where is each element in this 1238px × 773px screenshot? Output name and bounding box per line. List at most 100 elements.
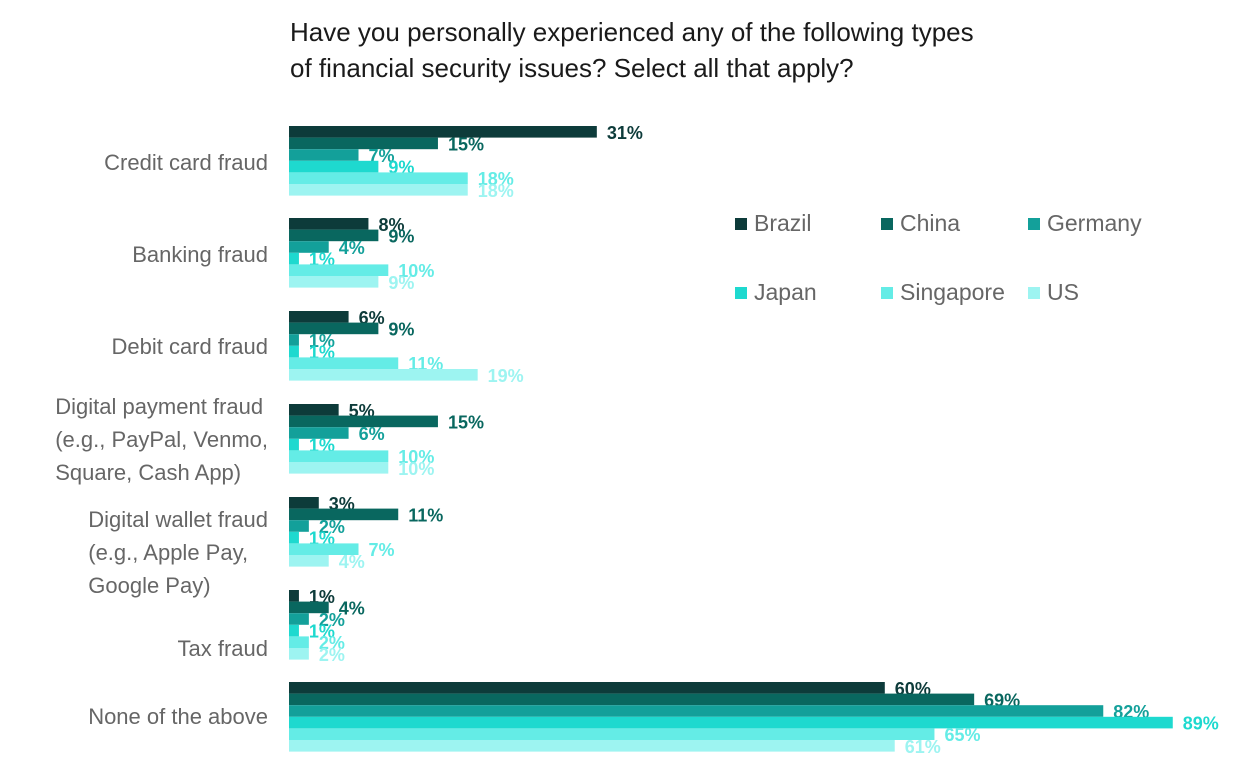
bar-brazil: [289, 682, 885, 694]
legend-swatch: [1028, 217, 1040, 230]
bar-china: [289, 137, 438, 150]
legend-item-germany: Germany: [1028, 210, 1142, 237]
legend-label: Japan: [754, 279, 817, 305]
legend-item-japan: Japan: [735, 279, 817, 306]
bar-us: [289, 276, 379, 288]
category-label-line: (e.g., PayPal, Venmo,: [55, 427, 268, 452]
bar-brazil: [289, 590, 299, 602]
bar-us: [289, 369, 478, 381]
data-label: 65%: [944, 725, 980, 745]
data-label: 2%: [319, 645, 345, 665]
data-label: 10%: [398, 459, 434, 479]
bar-germany: [289, 613, 309, 625]
legend-item-singapore: Singapore: [881, 279, 1005, 306]
category-label-line: Banking fraud: [132, 242, 268, 267]
category-label: Digital wallet fraud (e.g., Apple Pay, Goo…: [88, 503, 268, 602]
bar-us: [289, 184, 468, 196]
bar-us: [289, 740, 895, 752]
legend-swatch: [735, 217, 747, 230]
category-label: Credit card fraud: [104, 146, 268, 179]
bar-japan: [289, 252, 299, 265]
bar-japan: [289, 531, 299, 544]
bar-japan: [289, 438, 299, 451]
category-label-line: Google Pay): [88, 573, 211, 598]
data-label: 11%: [408, 505, 443, 525]
data-label: 9%: [388, 273, 414, 293]
category-label-line: Square, Cash App): [55, 460, 242, 485]
bar-singapore: [289, 450, 389, 462]
category-label-line: None of the above: [88, 704, 268, 729]
category-label-line: Credit card fraud: [104, 150, 268, 175]
data-label: 19%: [488, 366, 524, 386]
data-label: 9%: [388, 226, 414, 246]
chart-title-line: of financial security issues? Select all…: [290, 53, 854, 83]
bar-china: [289, 322, 379, 335]
bar-china: [289, 508, 399, 521]
category-label-line: Tax fraud: [177, 636, 269, 661]
bar-china: [289, 229, 379, 242]
bar-brazil: [289, 126, 597, 138]
bar-us: [289, 555, 329, 567]
category-label-line: Debit card fraud: [111, 334, 268, 359]
category-label-line: Digital wallet fraud: [88, 507, 268, 532]
bar-singapore: [289, 636, 309, 648]
data-label: 1%: [309, 622, 335, 642]
bar-singapore: [289, 172, 468, 184]
data-label: 15%: [448, 412, 484, 432]
data-label: 10%: [398, 261, 434, 281]
data-label: 4%: [339, 552, 365, 572]
data-label: 4%: [339, 598, 365, 618]
bar-japan: [289, 345, 299, 358]
legend-swatch: [735, 286, 747, 299]
legend-swatch: [1028, 286, 1040, 299]
data-label: 61%: [905, 737, 941, 757]
data-label: 2%: [319, 517, 345, 537]
bar-brazil: [289, 218, 369, 230]
bar-brazil: [289, 404, 339, 416]
bar-japan: [289, 160, 379, 173]
category-label: Debit card fraud: [111, 330, 268, 363]
bar-china: [289, 415, 438, 428]
legend-label: Singapore: [900, 279, 1005, 305]
data-label: 7%: [369, 540, 395, 560]
legend-swatch: [881, 286, 893, 299]
data-label: 10%: [398, 447, 434, 467]
bar-germany: [289, 334, 299, 346]
legend-label: Brazil: [754, 210, 812, 236]
bar-singapore: [289, 264, 389, 276]
legend-label: Germany: [1047, 210, 1142, 236]
bar-china: [289, 693, 975, 706]
legend-item-brazil: Brazil: [735, 210, 812, 237]
bar-singapore: [289, 357, 399, 369]
chart-title: Have you personally experienced any of t…: [290, 14, 1190, 86]
category-label: None of the above: [88, 700, 268, 733]
data-label: 9%: [388, 319, 414, 339]
chart-title-line: Have you personally experienced any of t…: [290, 17, 974, 47]
bar-germany: [289, 705, 1104, 717]
legend-label: US: [1047, 279, 1079, 305]
legend-label: China: [900, 210, 961, 236]
bar-us: [289, 462, 389, 474]
data-label: 1%: [309, 331, 335, 351]
bar-japan: [289, 716, 1173, 729]
data-label: 31%: [607, 123, 643, 143]
data-label: 4%: [339, 238, 365, 258]
legend-item-us: US: [1028, 279, 1079, 306]
bar-singapore: [289, 543, 359, 555]
bar-germany: [289, 520, 309, 532]
category-label: Tax fraud: [178, 632, 269, 665]
category-label-line: Digital payment fraud: [55, 394, 264, 419]
bar-germany: [289, 427, 349, 439]
category-label-line: (e.g., Apple Pay,: [88, 540, 249, 565]
data-label: 15%: [448, 134, 484, 154]
data-label: 6%: [359, 424, 385, 444]
bar-japan: [289, 624, 299, 637]
legend-item-china: China: [881, 210, 960, 237]
data-label: 2%: [319, 633, 345, 653]
data-label: 8%: [378, 215, 404, 235]
data-label: 18%: [478, 181, 514, 201]
bar-germany: [289, 241, 329, 253]
legend-swatch: [881, 217, 893, 230]
data-label: 2%: [319, 610, 345, 630]
